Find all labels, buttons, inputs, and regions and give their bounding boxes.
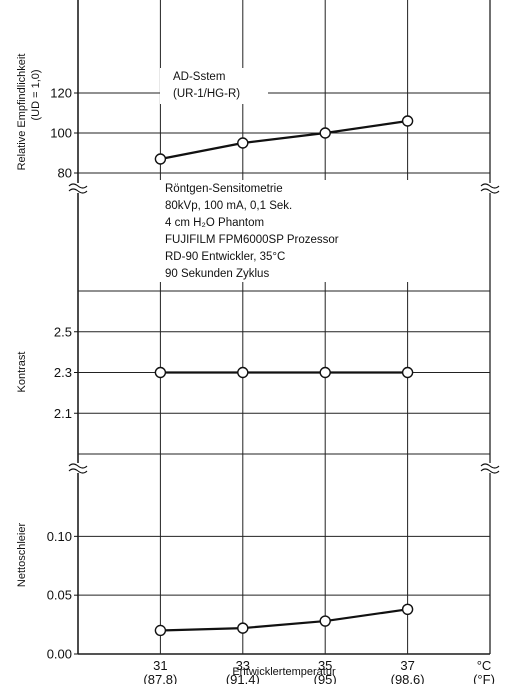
y-tick-label: 80 (58, 166, 72, 181)
series (154, 115, 414, 637)
ylabel-sensitivity-unit: (UD = 1,0) (30, 69, 42, 120)
data-point-contrast (401, 366, 414, 379)
x-axis-title: Entwicklertemperatur (232, 666, 336, 678)
series-line-sensitivity (160, 119, 408, 161)
axis-break-mark (68, 468, 88, 474)
condition-line-1: Röntgen-Sensitometrie (165, 183, 283, 195)
condition-line-2: 80kVp, 100 mA, 0,1 Sek. (165, 200, 292, 212)
ylabel-fog: Nettoschleier (16, 523, 28, 588)
axis-break-mark (480, 183, 500, 189)
axis-break-mask (70, 183, 86, 193)
x-tick-sublabel: (95) (314, 672, 337, 684)
axis-break-mask (482, 183, 498, 193)
x-tick-label: 31 (153, 658, 167, 673)
y-axes: 80 100 120 2.1 2.3 2.5 0.00 0.05 0.10 (47, 86, 78, 662)
plot-frame (77, 0, 491, 655)
axis-breaks (68, 183, 500, 474)
x-unit-celsius: °C (477, 658, 492, 673)
y-tick-label: 0.05 (47, 588, 72, 603)
data-point-fog (154, 624, 167, 637)
data-point-contrast (154, 366, 167, 379)
ylabel-sensitivity: Relative Empfindlichkeit (16, 54, 28, 171)
condition-line-6: 90 Sekunden Zyklus (165, 268, 269, 280)
data-point-fog (401, 603, 414, 615)
y-tick-label: 0.10 (47, 529, 72, 544)
axis-break-mark (480, 468, 500, 474)
axis-break-mark (480, 188, 500, 194)
axis-break-mask (70, 463, 86, 473)
system-sublabel: (UR-1/HG-R) (173, 88, 240, 100)
axis-break-mark (480, 463, 500, 469)
x-ticks: 31(87.8) 33(91.4) 35(95) 37(98.6) °C(°F) (143, 658, 494, 684)
data-point-sensitivity (319, 127, 331, 139)
condition-line-3: 4 cm H₂O Phantom (165, 217, 264, 229)
data-point-contrast (237, 366, 249, 379)
condition-line-4: FUJIFILM FPM6000SP Prozessor (165, 234, 339, 246)
data-point-sensitivity (154, 153, 167, 165)
data-point-contrast (319, 366, 331, 379)
y-tick-label: 0.00 (47, 647, 72, 662)
y-tick-label: 2.5 (54, 324, 72, 339)
y-tick-label: 120 (50, 86, 72, 101)
axis-break-mark (68, 183, 88, 189)
axis-break-mark (68, 188, 88, 194)
x-tick-label: 33 (236, 658, 250, 673)
y-tick-label: 100 (50, 126, 72, 141)
data-point-sensitivity (237, 137, 249, 149)
x-tick-sublabel: (91.4) (226, 672, 260, 684)
series-line-fog (160, 608, 408, 632)
conditions-text: Röntgen-Sensitometrie 80kVp, 100 mA, 0,1… (165, 183, 339, 280)
data-point-fog (319, 615, 331, 627)
y-tick-label: 2.3 (54, 365, 72, 380)
axis-break-mark (68, 463, 88, 469)
x-tick-label: 35 (318, 658, 332, 673)
x-tick-label: 37 (400, 658, 414, 673)
x-tick-sublabel: (87.8) (143, 672, 177, 684)
x-unit-fahrenheit: (°F) (473, 672, 495, 684)
data-point-fog (237, 622, 249, 634)
y-tick-label: 2.1 (54, 406, 72, 421)
data-point-sensitivity (401, 115, 414, 127)
system-label: AD-Sstem (173, 71, 225, 83)
condition-line-5: RD-90 Entwickler, 35°C (165, 251, 285, 263)
ylabel-contrast: Kontrast (16, 352, 28, 393)
axis-break-mask (482, 463, 498, 473)
x-tick-sublabel: (98.6) (391, 672, 425, 684)
grid (78, 0, 490, 655)
panel-separators (78, 290, 490, 455)
